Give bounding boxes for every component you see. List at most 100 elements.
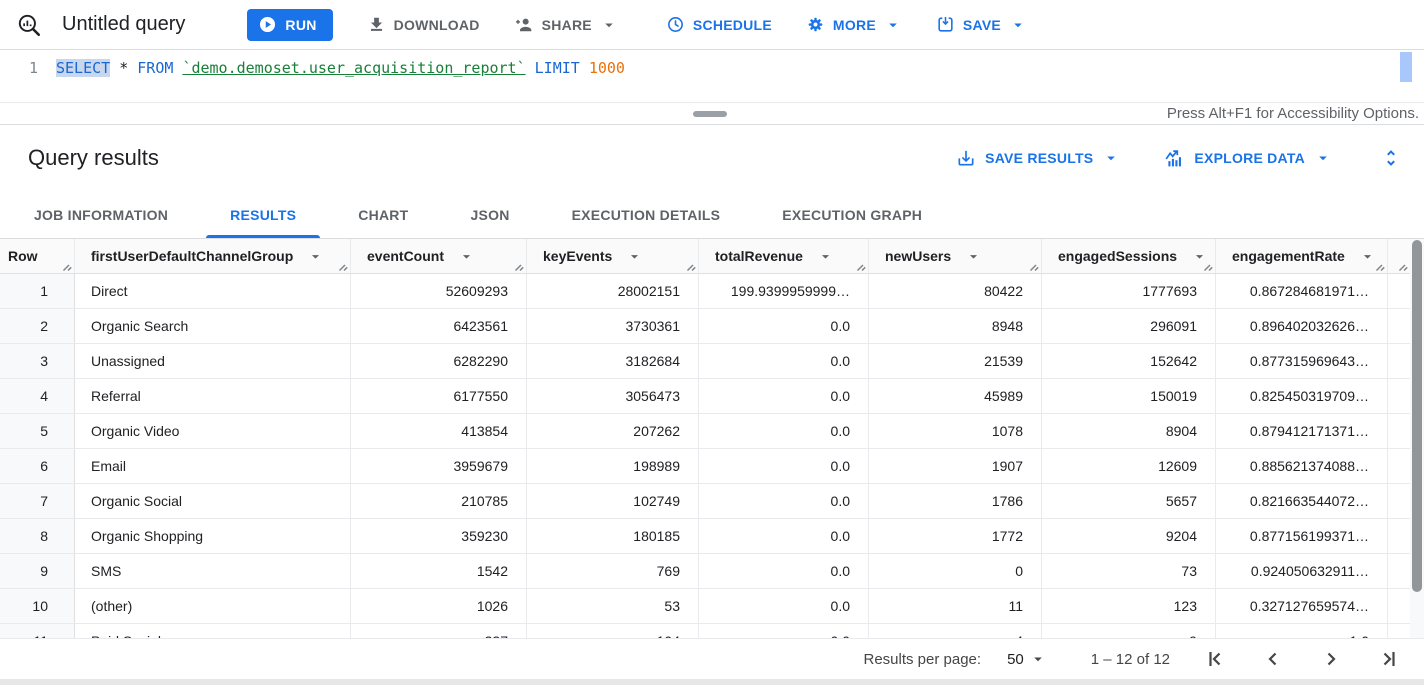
column-resize-grip[interactable] bbox=[61, 260, 73, 272]
column-header-Row[interactable]: Row bbox=[0, 239, 75, 273]
column-menu-caret-icon[interactable] bbox=[458, 248, 475, 265]
cell-row-number: 9 bbox=[0, 554, 75, 588]
cell-totalRevenue: 0.0 bbox=[699, 519, 869, 553]
column-resize-grip[interactable] bbox=[855, 260, 867, 272]
table-vertical-scrollbar[interactable] bbox=[1410, 239, 1424, 638]
query-title[interactable]: Untitled query bbox=[62, 13, 186, 35]
tab-json[interactable]: JSON bbox=[470, 206, 510, 223]
cell-totalRevenue: 0.0 bbox=[699, 414, 869, 448]
cell-firstUserDefaultChannelGroup: Email bbox=[75, 449, 351, 483]
person-add-icon bbox=[514, 15, 534, 35]
expand-panel-button[interactable] bbox=[1380, 147, 1402, 169]
cell-eventCount: 6177550 bbox=[351, 379, 527, 413]
cell-engagedSessions: 150019 bbox=[1042, 379, 1216, 413]
chevron-down-icon bbox=[1314, 149, 1332, 167]
column-menu-caret-icon[interactable] bbox=[817, 248, 834, 265]
cell-keyEvents: 207262 bbox=[527, 414, 699, 448]
table-scrollbar-thumb[interactable] bbox=[1412, 240, 1422, 592]
tab-job-information[interactable]: JOB INFORMATION bbox=[34, 206, 169, 223]
cell-eventCount: 413854 bbox=[351, 414, 527, 448]
download-icon bbox=[367, 15, 386, 34]
table-row: 1 Direct 52609293 28002151 199.9399959999… 80… bbox=[0, 274, 1410, 309]
column-menu-caret-icon[interactable] bbox=[1191, 248, 1208, 265]
results-tab-bar: JOB INFORMATION RESULTS CHART JSON EXECUTION… bbox=[0, 191, 1424, 239]
schedule-button[interactable]: SCHEDULE bbox=[666, 15, 772, 34]
table-row: 3 Unassigned 6282290 3182684 0.0 21539 152642 0… bbox=[0, 344, 1410, 379]
sql-editor[interactable]: 1 SELECT * FROM `demo.demoset.user_acqui… bbox=[0, 50, 1424, 102]
table-row: 10 (other) 1026 53 0.0 11 123 0.327127659574… bbox=[0, 589, 1410, 624]
sql-keyword-limit: LIMIT bbox=[534, 59, 580, 77]
column-header-eventCount[interactable]: eventCount bbox=[351, 239, 527, 273]
share-button[interactable]: SHARE bbox=[514, 15, 618, 35]
column-resize-grip[interactable] bbox=[1374, 260, 1386, 272]
results-per-page-label: Results per page: bbox=[863, 650, 982, 668]
previous-page-button[interactable] bbox=[1260, 646, 1286, 672]
cell-row-number: 5 bbox=[0, 414, 75, 448]
column-menu-caret-icon[interactable] bbox=[626, 248, 643, 265]
column-menu-caret-icon[interactable] bbox=[307, 248, 324, 265]
tab-chart[interactable]: CHART bbox=[358, 206, 409, 223]
explore-data-chart-icon bbox=[1164, 148, 1185, 169]
cell-totalRevenue: 0.0 bbox=[699, 589, 869, 623]
last-page-icon bbox=[1377, 647, 1401, 671]
cell-engagedSessions: 73 bbox=[1042, 554, 1216, 588]
column-resize-grip[interactable] bbox=[1202, 260, 1214, 272]
cell-firstUserDefaultChannelGroup: Organic Shopping bbox=[75, 519, 351, 553]
cell-newUsers: 0 bbox=[869, 554, 1042, 588]
cell-engagementRate: 0.327127659574… bbox=[1216, 589, 1388, 623]
page-size-select[interactable]: 50 bbox=[1007, 650, 1047, 668]
download-button[interactable]: DOWNLOAD bbox=[367, 15, 480, 34]
column-header-newUsers[interactable]: newUsers bbox=[869, 239, 1042, 273]
sql-keyword-from: FROM bbox=[137, 59, 174, 77]
column-menu-caret-icon[interactable] bbox=[965, 248, 982, 265]
cell-eventCount: 1542 bbox=[351, 554, 527, 588]
explore-data-button[interactable]: EXPLORE DATA bbox=[1164, 148, 1332, 169]
column-header-engagedSessions[interactable]: engagedSessions bbox=[1042, 239, 1216, 273]
save-results-button[interactable]: SAVE RESULTS bbox=[956, 148, 1120, 168]
next-page-button[interactable] bbox=[1318, 646, 1344, 672]
tab-execution-graph[interactable]: EXECUTION GRAPH bbox=[782, 206, 923, 223]
chevron-down-icon bbox=[1009, 16, 1027, 34]
cell-firstUserDefaultChannelGroup: Referral bbox=[75, 379, 351, 413]
cell-row-number: 1 bbox=[0, 274, 75, 308]
column-header-totalRevenue[interactable]: totalRevenue bbox=[699, 239, 869, 273]
cell-engagementRate: 0.885621374088… bbox=[1216, 449, 1388, 483]
sql-code-line[interactable]: SELECT * FROM `demo.demoset.user_acquisi… bbox=[56, 50, 625, 102]
editor-scrollbar-thumb[interactable] bbox=[1400, 52, 1412, 82]
column-resize-grip[interactable] bbox=[685, 260, 697, 272]
column-header-firstUserDefaultChannelGroup[interactable]: firstUserDefaultChannelGroup bbox=[75, 239, 351, 273]
save-button[interactable]: SAVE bbox=[936, 15, 1027, 34]
cell-keyEvents: 3730361 bbox=[527, 309, 699, 343]
cell-newUsers: 8948 bbox=[869, 309, 1042, 343]
run-button[interactable]: RUN bbox=[247, 8, 333, 41]
cell-newUsers: 1772 bbox=[869, 519, 1042, 553]
table-row: 5 Organic Video 413854 207262 0.0 1078 8904 0.8… bbox=[0, 414, 1410, 449]
sql-star: * bbox=[110, 59, 138, 77]
first-page-button[interactable] bbox=[1202, 646, 1228, 672]
cell-keyEvents: 102749 bbox=[527, 484, 699, 518]
column-resize-grip[interactable] bbox=[337, 260, 349, 272]
column-header-label: firstUserDefaultChannelGroup bbox=[91, 248, 294, 264]
cell-row-number: 2 bbox=[0, 309, 75, 343]
column-header-engagementRate[interactable]: engagementRate bbox=[1216, 239, 1388, 273]
more-button[interactable]: MORE bbox=[806, 15, 902, 34]
first-page-icon bbox=[1203, 647, 1227, 671]
horizontal-scrollbar-track[interactable] bbox=[0, 679, 1424, 685]
cell-firstUserDefaultChannelGroup: Paid Social bbox=[75, 624, 351, 638]
cell-engagedSessions: 9 bbox=[1042, 624, 1216, 638]
splitter-drag-handle[interactable] bbox=[693, 111, 727, 117]
tab-results[interactable]: RESULTS bbox=[206, 191, 321, 238]
column-header-keyEvents[interactable]: keyEvents bbox=[527, 239, 699, 273]
column-menu-caret-icon[interactable] bbox=[1359, 248, 1376, 265]
column-resize-grip[interactable] bbox=[1028, 260, 1040, 272]
column-resize-grip[interactable] bbox=[1397, 260, 1409, 272]
cell-engagedSessions: 12609 bbox=[1042, 449, 1216, 483]
last-page-button[interactable] bbox=[1376, 646, 1402, 672]
chevron-down-icon bbox=[1102, 149, 1120, 167]
sql-table-reference-link[interactable]: `demo.demoset.user_acquisition_report` bbox=[182, 59, 526, 77]
cell-keyEvents: 104 bbox=[527, 624, 699, 638]
column-resize-grip[interactable] bbox=[513, 260, 525, 272]
tab-execution-details[interactable]: EXECUTION DETAILS bbox=[571, 206, 721, 223]
cell-newUsers: 45989 bbox=[869, 379, 1042, 413]
cell-firstUserDefaultChannelGroup: Direct bbox=[75, 274, 351, 308]
